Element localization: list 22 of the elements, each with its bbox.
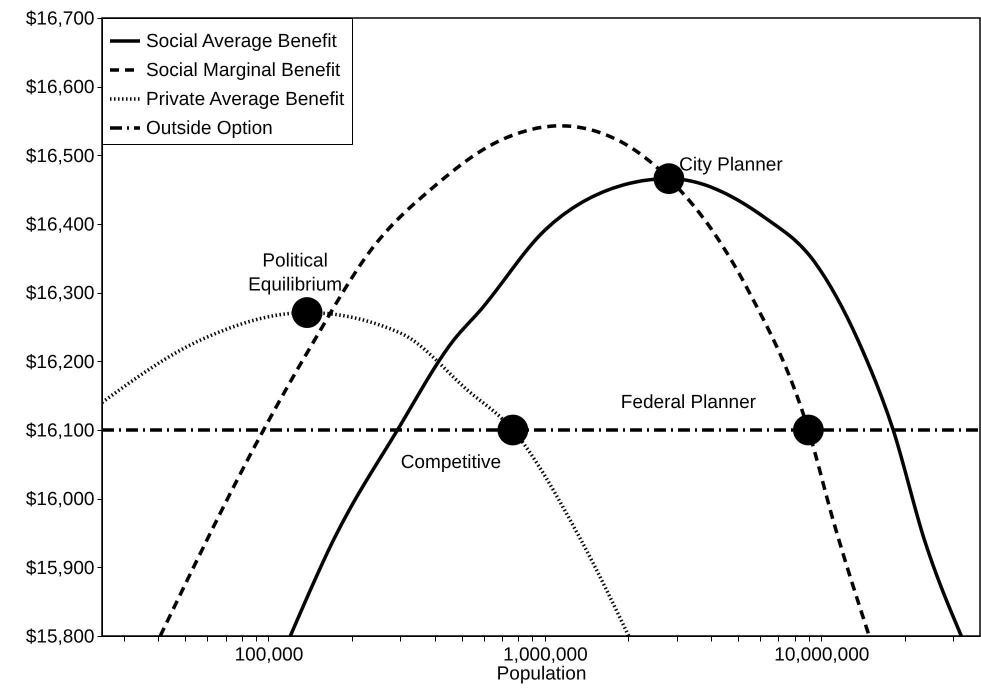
y-tick-label: $16,700 [26,8,94,30]
annotation: City Planner [679,154,784,176]
y-tick-label: $16,300 [26,283,94,304]
legend-label: Outside Option [146,118,273,139]
legend-label: Social Marginal Benefit [146,60,342,81]
y-tick-label: $16,100 [26,420,94,442]
y-tick-label: $16,200 [26,352,94,373]
y-tick-label: $16,500 [26,146,94,167]
y-tick-label: $15,900 [26,558,94,579]
y-tick-label: $16,600 [26,77,94,98]
y-tick-label: $16,000 [26,489,94,510]
x-axis-title: Population [496,664,586,684]
legend-label: Social Average Benefit [146,31,338,52]
x-tick-label: 1,000,000 [503,644,588,666]
y-tick-label: $15,800 [26,626,94,648]
annotation: Competitive [400,452,502,473]
annotation: Federal Planner [620,392,757,413]
annotation: Political Equilibrium [248,250,342,296]
y-tick-label: $16,400 [26,214,94,236]
legend-label: Private Average Benefit [146,89,345,110]
x-tick-label: 100,000 [234,644,304,666]
x-tick-label: 10,000,000 [774,644,870,666]
